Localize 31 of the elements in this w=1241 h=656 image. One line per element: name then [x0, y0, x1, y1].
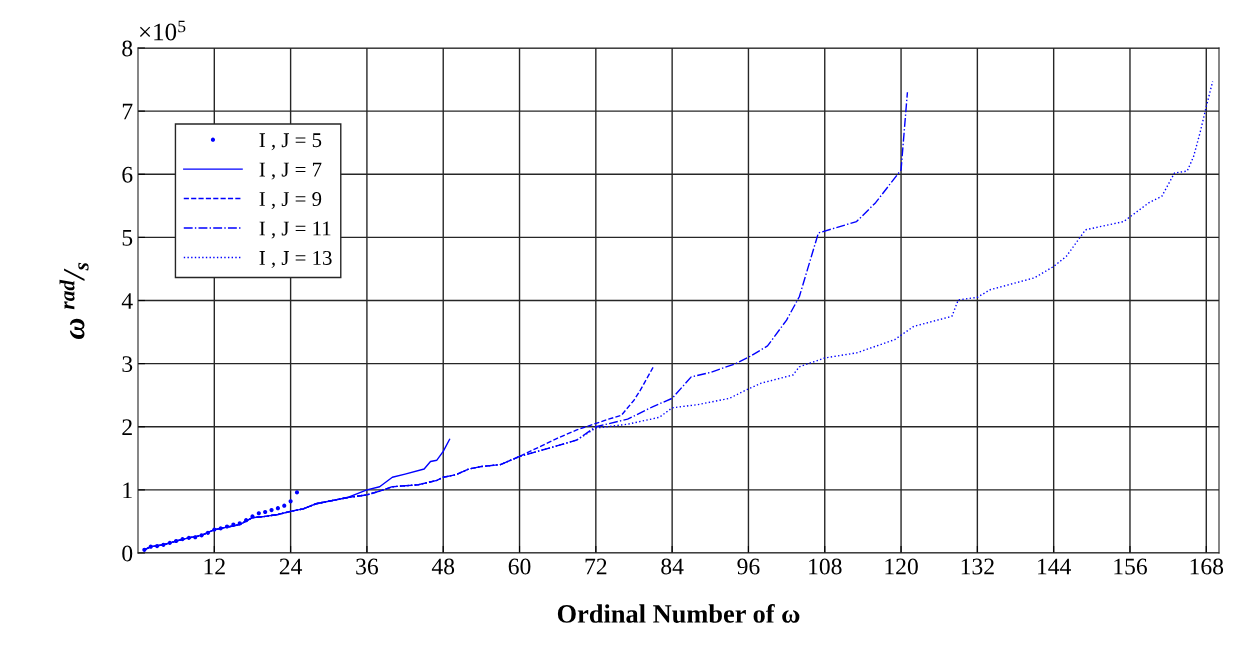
x-axis-title: Ordinal Number of ω — [557, 604, 800, 623]
legend-label: I , J = 5 — [259, 133, 322, 151]
y-axis-title: ω $^{rad}$/$_{s}$ — [59, 262, 89, 339]
legend-label: I , J = 9 — [259, 192, 322, 210]
x-tick-label: 12 — [204, 558, 225, 575]
x-tick-label: 60 — [508, 558, 531, 575]
legend-label: I , J = 11 — [259, 221, 331, 239]
y-tick-label: 7 — [122, 103, 133, 120]
x-tick-label: 72 — [585, 558, 607, 575]
legend-label: I , J = 13 — [259, 250, 332, 268]
legend-label: I , J = 7 — [259, 162, 322, 180]
y-tick-label: 4 — [121, 293, 133, 309]
text: ×10$^{5}$ — [139, 20, 186, 41]
y-tick-label: 1 — [123, 482, 132, 499]
x-tick-label: 84 — [661, 558, 684, 575]
x-tick-label: 96 — [737, 558, 760, 575]
y-tick-label: 0 — [122, 545, 133, 562]
x-tick-label: 156 — [1114, 558, 1147, 575]
x-tick-label: 108 — [809, 558, 842, 575]
y-tick-label: 3 — [122, 356, 133, 373]
x-tick-label: 24 — [279, 558, 303, 575]
x-tick-label: 36 — [356, 558, 379, 575]
x-tick-label: 144 — [1038, 558, 1072, 575]
x-tick-label: 48 — [431, 558, 455, 575]
x-tick-label: 132 — [961, 558, 994, 575]
y-tick-label: 2 — [122, 419, 132, 435]
y-tick-label: 8 — [122, 40, 133, 57]
y-tick-label: 6 — [122, 166, 133, 183]
y-tick-label: 5 — [122, 230, 133, 246]
x-tick-label: 168 — [1190, 558, 1224, 575]
x-tick-label: 120 — [885, 558, 918, 575]
